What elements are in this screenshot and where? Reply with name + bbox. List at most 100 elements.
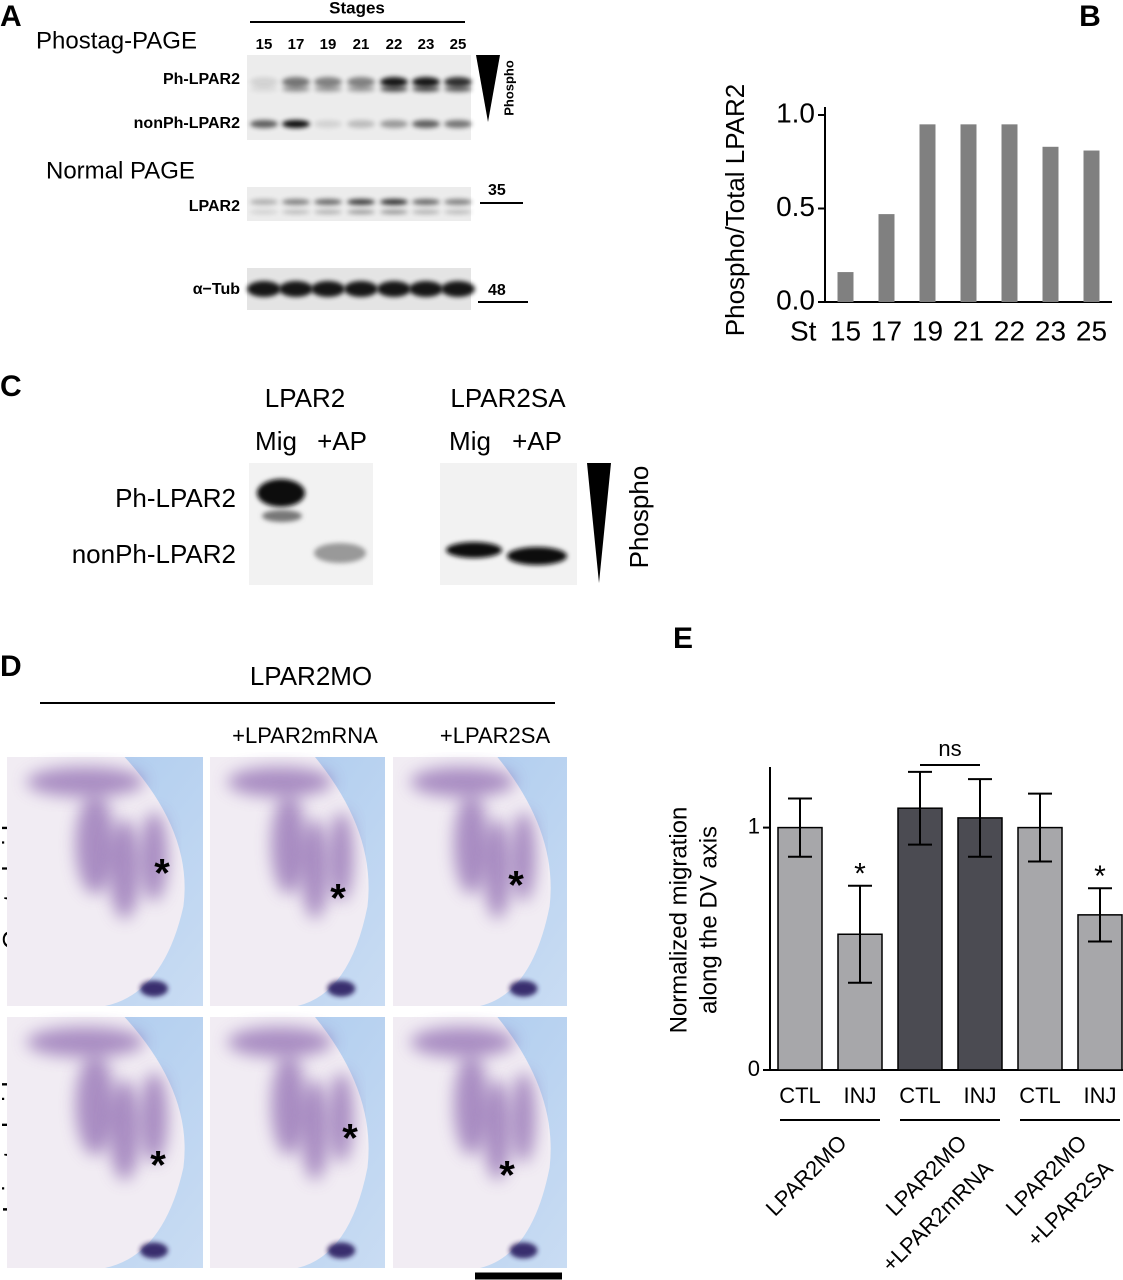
error-bar xyxy=(1028,792,1052,863)
lane-label: 19 xyxy=(320,36,337,53)
stain xyxy=(483,819,512,919)
panel-label: E xyxy=(673,622,693,655)
x-tick-label: 15 xyxy=(830,315,861,346)
construct-label: LPAR2 xyxy=(265,383,345,413)
band xyxy=(507,547,567,565)
band xyxy=(282,120,310,128)
stain xyxy=(483,1079,512,1181)
band xyxy=(344,281,378,297)
stain xyxy=(140,811,168,902)
column-label: +LPAR2SA xyxy=(440,723,551,748)
asterisk: * xyxy=(150,1144,166,1188)
stain xyxy=(301,1079,329,1181)
band-label: nonPh-LPAR2 xyxy=(72,539,236,569)
band-label: α−Tub xyxy=(193,281,241,298)
bar xyxy=(837,272,854,302)
y-tick-label: 0.0 xyxy=(776,284,815,315)
y-axis-label: Phospho/Total LPAR2 xyxy=(720,84,750,336)
stages-title: Stages xyxy=(329,0,385,17)
band xyxy=(250,86,278,92)
phospho-label: Phospho xyxy=(501,60,516,116)
band xyxy=(380,199,408,205)
band xyxy=(311,281,345,297)
x-tick-label: 25 xyxy=(1076,315,1107,346)
marker-label: 48 xyxy=(488,282,506,299)
phospho-label: Phospho xyxy=(624,466,654,569)
x-tick-label: 21 xyxy=(953,315,984,346)
band xyxy=(250,199,278,205)
band-label: nonPh-LPAR2 xyxy=(134,115,240,132)
stain xyxy=(26,766,145,797)
panel-label: C xyxy=(0,370,22,403)
blot xyxy=(440,463,577,585)
asterisk: * xyxy=(508,864,524,908)
band xyxy=(250,77,278,87)
band xyxy=(444,210,472,214)
stain xyxy=(271,794,307,894)
x-tick-label: INJ xyxy=(844,1083,877,1108)
x-tick-label: 17 xyxy=(871,315,902,346)
bar xyxy=(777,826,823,1071)
band xyxy=(250,210,278,214)
band-label: Ph-LPAR2 xyxy=(115,483,236,513)
error-bar xyxy=(908,770,932,846)
bar xyxy=(1017,826,1063,1071)
stain xyxy=(453,794,489,894)
stain xyxy=(108,1079,141,1181)
stain xyxy=(410,1027,515,1058)
lane-label: Mig xyxy=(449,426,491,456)
bar xyxy=(878,214,895,302)
band xyxy=(377,281,411,297)
stain xyxy=(140,1072,168,1163)
band xyxy=(282,199,310,205)
section-title: Phostag-PAGE xyxy=(36,27,197,54)
stain xyxy=(140,980,168,997)
asterisk: * xyxy=(154,852,170,896)
phospho-wedge xyxy=(587,463,611,583)
band xyxy=(257,479,305,507)
band xyxy=(247,281,281,297)
band xyxy=(444,77,472,87)
band xyxy=(412,199,440,205)
band xyxy=(347,86,375,92)
panel-label: D xyxy=(0,650,22,683)
error-bar xyxy=(968,778,992,858)
bar xyxy=(897,807,943,1071)
stain xyxy=(75,1054,115,1156)
stain xyxy=(140,1242,168,1259)
stain xyxy=(329,811,354,902)
panel-label: A xyxy=(0,0,22,33)
significance: * xyxy=(1094,860,1106,893)
ns-label: ns xyxy=(938,736,961,761)
marker-label: 35 xyxy=(488,182,506,199)
y-tick-label: 0.5 xyxy=(776,191,815,222)
blot xyxy=(249,463,373,585)
lane-label: 21 xyxy=(353,36,370,53)
stain xyxy=(301,819,329,919)
stain xyxy=(509,980,538,997)
band xyxy=(380,86,408,92)
band xyxy=(282,86,310,92)
band xyxy=(412,77,440,87)
column-label: +LPAR2mRNA xyxy=(232,723,378,748)
group-label: LPAR2MO xyxy=(761,1130,852,1221)
band xyxy=(279,281,313,297)
band xyxy=(444,120,472,128)
band xyxy=(314,86,342,92)
band xyxy=(262,510,302,522)
stain xyxy=(75,794,115,894)
band xyxy=(314,120,342,128)
asterisk: * xyxy=(342,1117,358,1161)
y-tick-label: 1.0 xyxy=(776,97,815,128)
y-axis-label: Normalized migration xyxy=(665,807,692,1034)
bar xyxy=(919,124,936,302)
asterisk: * xyxy=(330,877,346,921)
stain xyxy=(327,980,356,997)
panel-title: LPAR2MO xyxy=(250,661,372,691)
y-axis-label: along the DV axis xyxy=(695,826,722,1014)
panel-c: C LPAR2 LPAR2SA Mig +AP Mig +AP Ph-LPAR2… xyxy=(0,370,654,585)
lane-label: +AP xyxy=(317,426,367,456)
band xyxy=(314,199,342,205)
stain xyxy=(108,819,141,919)
